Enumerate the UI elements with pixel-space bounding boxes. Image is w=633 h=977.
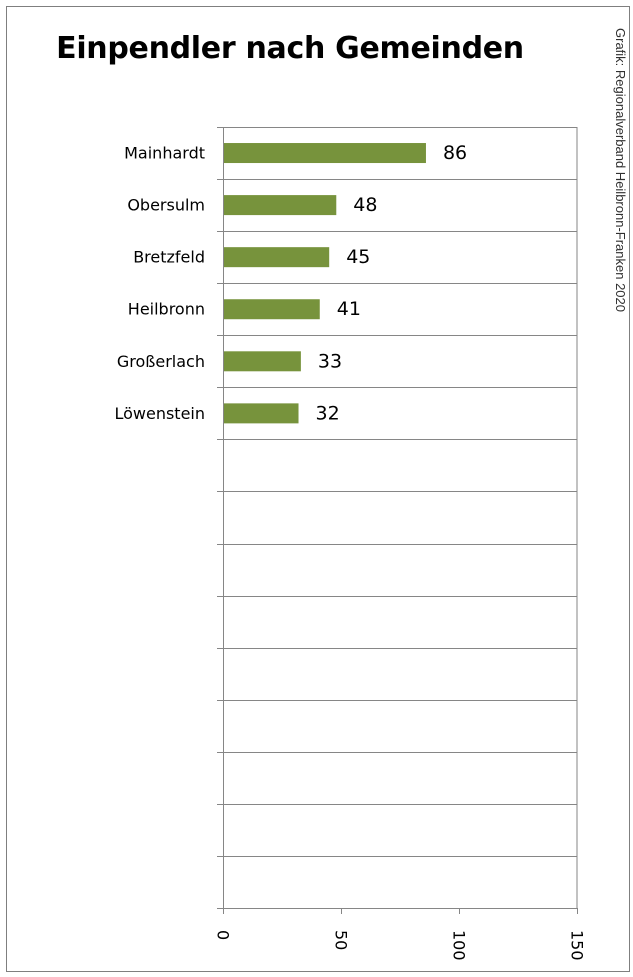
chart-title: Einpendler nach Gemeinden	[56, 31, 524, 66]
credit-container: Grafik: Regionalverband Heilbronn-Franke…	[612, 28, 628, 668]
source-credit: Grafik: Regionalverband Heilbronn-Franke…	[613, 28, 628, 312]
chart-frame	[6, 6, 630, 972]
